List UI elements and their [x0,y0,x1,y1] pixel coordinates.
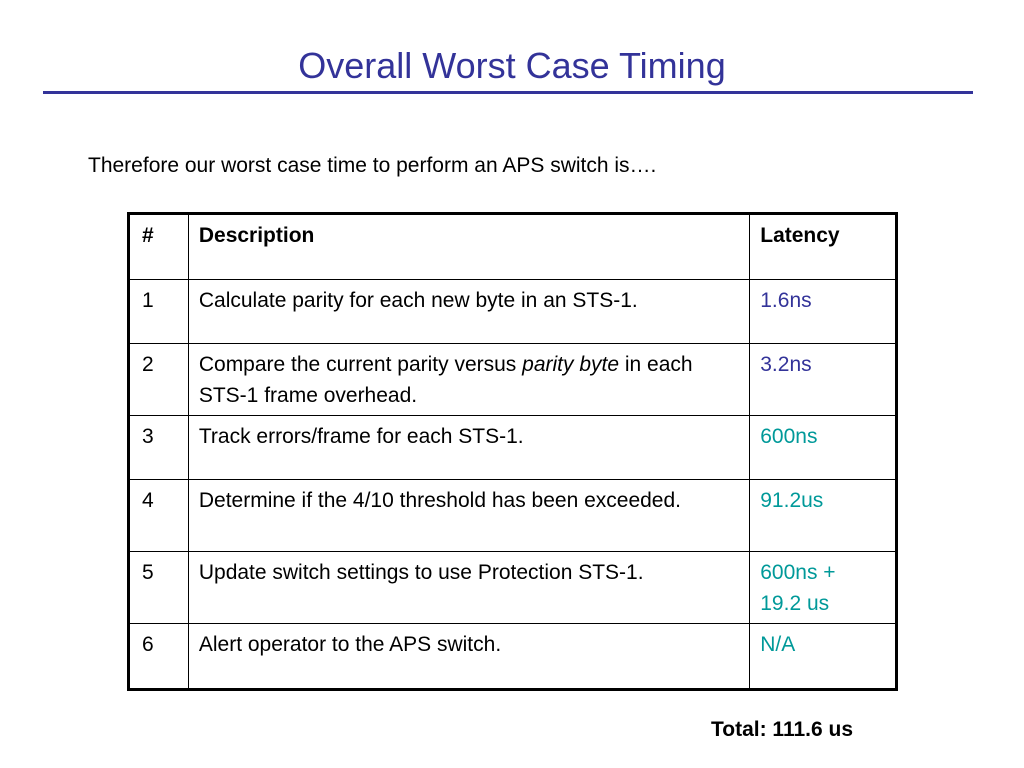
header-latency: Latency [749,213,897,280]
row-number: 2 [128,343,189,416]
row-latency: 600ns + 19.2 us [749,551,897,624]
slide-title: Overall Worst Case Timing [298,45,726,86]
table-row: 4 Determine if the 4/10 threshold has be… [128,479,897,552]
row-latency: 600ns [749,415,897,480]
row-description: Update switch settings to use Protection… [187,551,751,624]
row-description: Track errors/frame for each STS-1. [187,415,751,480]
row-number: 6 [128,623,189,690]
description-text: in each STS-1 frame overhead. [198,353,693,407]
table-row: 2 Compare the current parity versus pari… [128,343,897,416]
table-row: 1 Calculate parity for each new byte in … [128,279,897,344]
description-text: Compare the current parity versus [198,353,523,376]
header-number: # [128,213,189,280]
row-number: 1 [128,279,189,344]
row-description: Compare the current parity versus parity… [187,343,751,416]
header-description: Description [187,213,751,280]
table-header-row: # Description Latency [128,213,897,280]
table-row: 6 Alert operator to the APS switch. N/A [128,623,897,690]
intro-text: Therefore our worst case time to perform… [88,154,657,177]
latency-value: N/A [760,633,796,656]
row-latency: 3.2ns [749,343,897,416]
table-row: 5 Update switch settings to use Protecti… [128,551,897,624]
row-description: Determine if the 4/10 threshold has been… [187,479,751,552]
row-number: 4 [128,479,189,552]
latency-value: 91.2us [760,489,824,512]
latency-value: 3.2ns [760,353,812,376]
latency-value-continued: 19.2 us [760,592,830,615]
row-description: Alert operator to the APS switch. [187,623,751,690]
row-latency: N/A [749,623,897,690]
row-latency: 91.2us [749,479,897,552]
latency-value: 600ns + [760,561,836,584]
description-emphasis: parity byte [522,353,620,376]
row-latency: 1.6ns [749,279,897,344]
latency-value: 600ns [760,425,818,448]
row-description: Calculate parity for each new byte in an… [187,279,751,344]
timing-table: # Description Latency 1 Calculate parity… [127,212,898,691]
title-underline [43,91,973,94]
row-number: 3 [128,415,189,480]
row-number: 5 [128,551,189,624]
latency-value: 1.6ns [760,289,812,312]
total-latency: Total: 111.6 us [711,718,854,741]
table-row: 3 Track errors/frame for each STS-1. 600… [128,415,897,480]
